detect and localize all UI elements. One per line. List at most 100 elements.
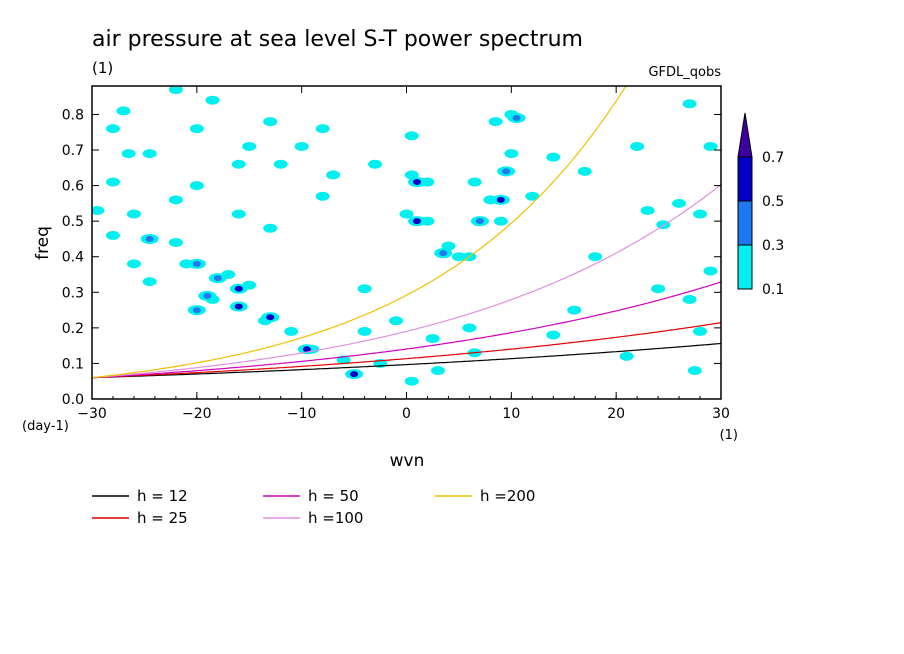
contour-region (126, 259, 141, 269)
y-axis-units: (day-1) (22, 419, 69, 434)
contour-region (467, 177, 482, 187)
contour-region (92, 205, 105, 215)
contour-region (640, 205, 655, 215)
y-tick-label: 0.4 (62, 250, 84, 266)
contour-region (425, 334, 440, 344)
x-tick-label: 20 (607, 406, 625, 422)
contour-peak (502, 168, 511, 175)
contour-region (263, 223, 278, 233)
contour-region (315, 191, 330, 201)
dispersion-curve (92, 86, 627, 379)
contour-region (357, 284, 372, 294)
contour-region (546, 152, 561, 162)
contour-region (126, 209, 141, 219)
contour-region (651, 284, 666, 294)
x-tick-label: −10 (287, 406, 317, 422)
contour-region (630, 141, 645, 151)
contour-region (105, 230, 120, 240)
contour-region (703, 266, 718, 276)
dispersion-curve (92, 342, 721, 379)
contour-region (189, 124, 204, 134)
contour-peak (203, 292, 212, 299)
contour-region (142, 277, 157, 287)
contour-peak (192, 260, 201, 267)
contour-region (168, 86, 183, 95)
contour-region (121, 149, 136, 159)
contour-region (672, 198, 687, 208)
y-tick-label: 0.7 (62, 143, 84, 159)
contour-region (205, 95, 220, 105)
legend-label: h =100 (308, 509, 363, 527)
colorbar-label: 0.3 (762, 238, 784, 254)
contour-region (682, 294, 697, 304)
contour-region (525, 191, 540, 201)
legend-label: h = 12 (137, 487, 188, 505)
contour-region (105, 177, 120, 187)
contour-region (488, 117, 503, 127)
contour-region (430, 366, 445, 376)
x-tick-label: −30 (77, 406, 107, 422)
contour-region (105, 124, 120, 134)
contour-peak (266, 314, 275, 321)
colorbar-segment (737, 244, 753, 290)
contour-region (242, 141, 257, 151)
contour-region (703, 141, 718, 151)
contour-region (399, 209, 414, 219)
dispersion-curve (92, 184, 721, 379)
contour-peak (234, 303, 243, 310)
chart-units: (1) (92, 59, 113, 77)
colorbar-label: 0.7 (762, 150, 784, 166)
dispersion-curve (92, 322, 721, 379)
colorbar-extension (737, 112, 753, 158)
y-tick-label: 0.1 (62, 356, 84, 372)
contour-region (273, 159, 288, 169)
contour-region (368, 159, 383, 169)
x-tick-label: −20 (182, 406, 212, 422)
contour-field (92, 86, 718, 386)
contour-region (189, 181, 204, 191)
contour-region (687, 366, 702, 376)
colorbar-segment (737, 200, 753, 246)
y-axis-label: freq (33, 226, 53, 260)
contour-peak (475, 218, 484, 225)
legend-label: h = 50 (308, 487, 359, 505)
contour-region (577, 166, 592, 176)
contour-region (389, 316, 404, 326)
legend-label: h =200 (480, 487, 535, 505)
contour-region (404, 376, 419, 386)
contour-region (693, 209, 708, 219)
contour-region (326, 170, 341, 180)
contour-region (546, 330, 561, 340)
y-tick-label: 0.0 (62, 392, 84, 408)
contour-peak (512, 115, 521, 122)
contour-region (116, 106, 131, 116)
axes: −30 −20 −10 0 10 20 30 0.0 0.1 0.2 0.3 0.4 0.5 0.6 0.7… (62, 86, 730, 422)
contour-region (284, 326, 299, 336)
contour-peak (412, 179, 421, 186)
contour-region (142, 149, 157, 159)
contour-region (168, 195, 183, 205)
x-tick-label: 30 (712, 406, 730, 422)
contour-region (619, 351, 634, 361)
contour-region (588, 252, 603, 262)
contour-region (504, 149, 519, 159)
colorbar-segment (737, 156, 753, 202)
contour-peak (234, 285, 243, 292)
colorbar-label: 0.1 (762, 282, 784, 298)
contour-region (682, 99, 697, 109)
contour-peak (496, 196, 505, 203)
colorbar: 0.7 0.5 0.3 0.1 (737, 112, 784, 298)
contour-peak (412, 218, 421, 225)
chart-title: air pressure at sea level S-T power spec… (92, 27, 583, 52)
contour-region (462, 323, 477, 333)
x-tick-label: 0 (402, 406, 411, 422)
contour-region (567, 305, 582, 315)
contour-region (315, 124, 330, 134)
contour-region (263, 117, 278, 127)
contour-peak (192, 307, 201, 314)
contour-peak (302, 346, 311, 353)
contour-region (294, 141, 309, 151)
x-axis-label: wvn (390, 451, 425, 471)
dispersion-curve (92, 281, 721, 379)
y-tick-label: 0.2 (62, 321, 84, 337)
